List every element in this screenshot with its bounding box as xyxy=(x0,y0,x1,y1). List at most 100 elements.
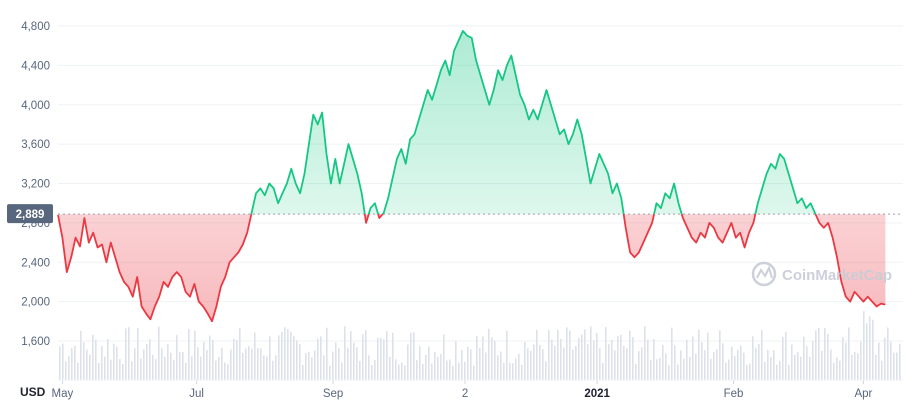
volume-bar xyxy=(863,311,865,380)
volume-bar xyxy=(599,348,601,380)
volume-bar xyxy=(698,329,700,380)
price-line-below[interactable] xyxy=(57,31,886,323)
volume-bar xyxy=(584,329,586,380)
volume-bar xyxy=(848,327,850,380)
volume-bar xyxy=(275,355,277,380)
volume-bar xyxy=(707,332,709,380)
volume-bar xyxy=(119,358,121,380)
volume-bar xyxy=(62,343,64,380)
volume-bar xyxy=(512,363,514,380)
volume-bar xyxy=(257,347,259,380)
volume-bar xyxy=(125,328,127,380)
volume-bar xyxy=(101,346,103,380)
volume-bar xyxy=(209,335,211,380)
volume-bar xyxy=(725,362,727,380)
volume-bar xyxy=(887,327,889,380)
volume-bar xyxy=(380,338,382,380)
volume-bar xyxy=(695,353,697,380)
volume-bar xyxy=(137,327,139,380)
volume-bar xyxy=(524,341,526,380)
volume-bar xyxy=(830,349,832,380)
volume-bar xyxy=(464,361,466,380)
volume-bar xyxy=(680,350,682,380)
volume-bar xyxy=(749,363,751,380)
volume-bar xyxy=(650,359,652,380)
volume-bar xyxy=(416,360,418,380)
volume-bar xyxy=(806,346,808,380)
volume-bar xyxy=(776,364,778,380)
volume-bar xyxy=(239,327,241,380)
volume-bar xyxy=(875,354,877,380)
volume-bar xyxy=(596,332,598,380)
volume-bar xyxy=(494,340,496,380)
volume-bar xyxy=(179,351,181,380)
volume-bar xyxy=(167,344,169,380)
volume-bar xyxy=(851,354,853,380)
volume-bar xyxy=(320,336,322,380)
y-tick-label: 4,800 xyxy=(21,21,50,33)
price-lines[interactable] xyxy=(57,30,886,323)
volume-bar xyxy=(896,352,898,380)
volume-bar xyxy=(767,349,769,380)
volume-bar xyxy=(293,336,295,380)
volume-bar xyxy=(128,327,130,380)
volume-bar xyxy=(521,364,523,380)
volume-bar xyxy=(68,356,70,380)
price-line-above[interactable] xyxy=(58,30,885,321)
volume-bar xyxy=(332,351,334,380)
volume-bar xyxy=(287,328,289,380)
volume-bar xyxy=(770,357,772,380)
volume-bar xyxy=(503,362,505,380)
volume-bar xyxy=(854,351,856,380)
x-axis-ticks: May Jul Sep 2 2021 Feb Apr xyxy=(52,379,903,400)
volume-bar xyxy=(206,349,208,380)
volume-bar xyxy=(281,331,283,380)
volume-bar xyxy=(797,352,799,380)
volume-bar xyxy=(455,341,457,380)
volume-bar xyxy=(335,342,337,380)
volume-bar xyxy=(176,335,178,380)
volume-bar xyxy=(815,330,817,380)
volume-bar xyxy=(365,330,367,380)
volume-bar xyxy=(668,365,670,380)
volume-bar xyxy=(419,346,421,380)
y-axis-ticks: 1,6002,0002,4002,8003,2003,6004,0004,400… xyxy=(21,21,50,348)
volume-bar xyxy=(821,350,823,380)
volume-bar xyxy=(404,365,406,380)
volume-bar xyxy=(65,361,67,380)
volume-bar xyxy=(842,337,844,380)
volume-bar xyxy=(449,359,451,380)
volume-bar xyxy=(518,353,520,380)
reference-badge-background xyxy=(7,204,53,224)
volume-bar xyxy=(590,326,592,380)
volume-bar xyxy=(338,348,340,380)
volume-bar xyxy=(392,332,394,380)
volume-bar xyxy=(467,346,469,380)
area-above-reference xyxy=(58,30,886,215)
volume-bar xyxy=(77,362,79,380)
volume-bar xyxy=(620,334,622,380)
volume-bar xyxy=(803,336,805,380)
volume-bar xyxy=(800,356,802,380)
volume-bar xyxy=(758,343,760,380)
volume-bar xyxy=(860,341,862,380)
volume-bar xyxy=(578,337,580,380)
volume-bar xyxy=(185,362,187,380)
volume-bar xyxy=(779,360,781,380)
volume-bar xyxy=(86,349,88,380)
volume-bar xyxy=(728,359,730,380)
volume-bar xyxy=(182,351,184,380)
volume-bar xyxy=(485,352,487,380)
volume-bar xyxy=(878,342,880,380)
volume-bar xyxy=(671,327,673,380)
volume-bar xyxy=(641,347,643,380)
volume-bar xyxy=(389,356,391,380)
volume-bar xyxy=(614,350,616,380)
volume-bar xyxy=(95,339,97,380)
y-tick-label: 4,000 xyxy=(21,100,50,112)
volume-bar xyxy=(200,356,202,380)
volume-bar xyxy=(161,348,163,380)
volume-bar xyxy=(215,360,217,380)
volume-bar xyxy=(98,362,100,380)
